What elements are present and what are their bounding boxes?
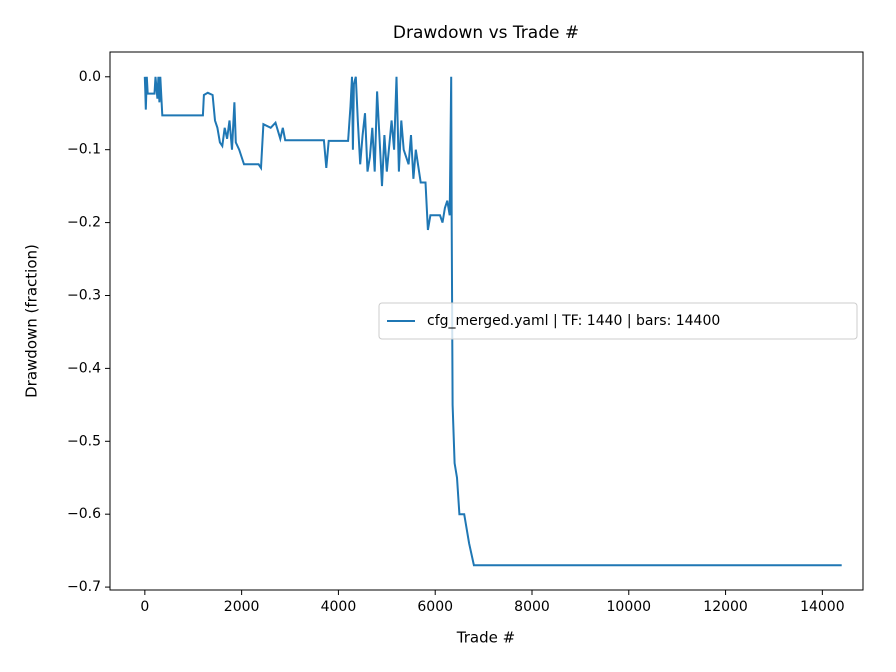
y-tick-label: −0.7 [67,579,101,595]
y-tick-label: −0.3 [67,287,101,303]
x-tick-label: 14000 [800,599,845,615]
legend-label: cfg_merged.yaml | TF: 1440 | bars: 14400 [427,313,720,329]
x-tick-label: 4000 [321,599,357,615]
y-tick-label: −0.2 [67,215,101,231]
y-tick-label: −0.1 [67,142,101,158]
chart-title: Drawdown vs Trade # [393,23,579,43]
x-tick-label: 12000 [703,599,748,615]
legend-box [378,302,858,340]
x-tick-label: 0 [140,599,149,615]
y-axis-label: Drawdown (fraction) [23,244,41,398]
x-tick-label: 10000 [607,599,652,615]
x-axis-label: Trade # [456,629,515,647]
x-tick-label: 8000 [514,599,550,615]
y-tick-label: −0.4 [67,360,101,376]
y-tick-label: 0.0 [79,69,101,85]
y-tick-label: −0.6 [67,506,101,522]
plot-frame [109,51,864,591]
x-tick-label: 6000 [417,599,453,615]
line [143,76,842,567]
y-tick-label: −0.5 [67,433,101,449]
x-tick-label: 2000 [224,599,260,615]
